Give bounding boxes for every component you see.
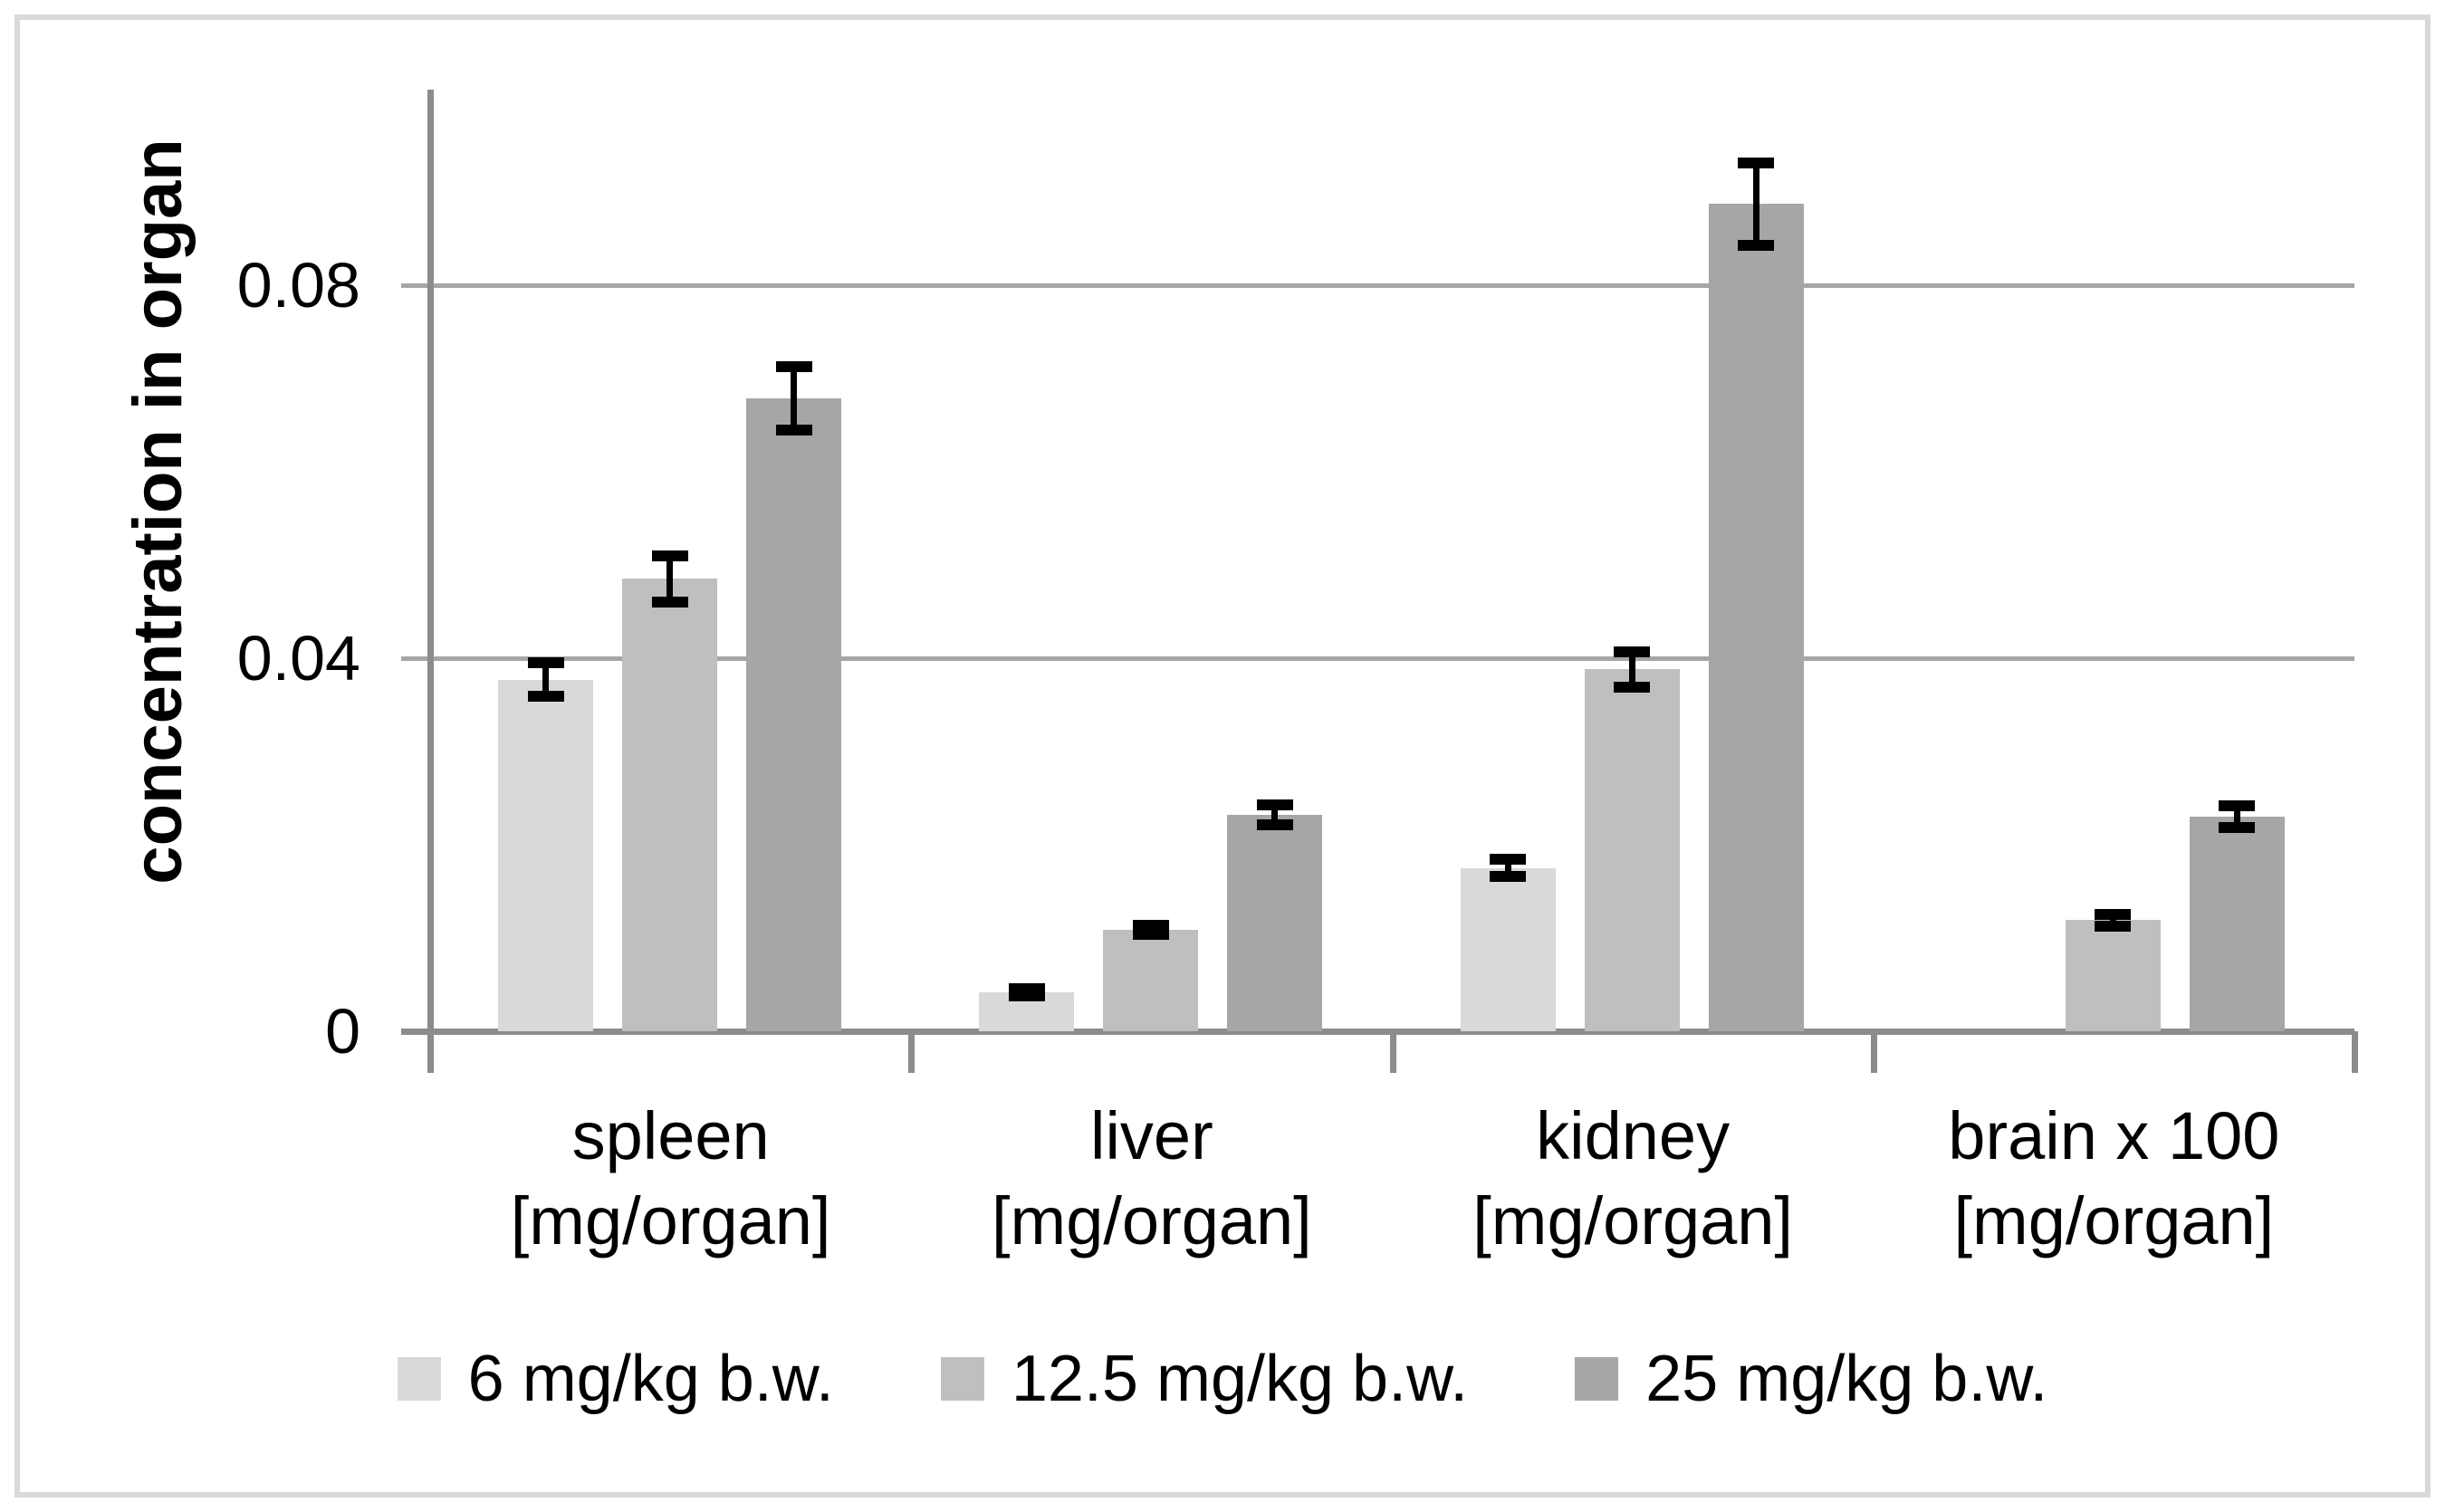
category-unit-label: [mg/organ] [992, 1183, 1312, 1258]
error-bar-cap [1490, 854, 1526, 866]
bar-12-5-mg-kg-b-w- [1584, 669, 1680, 1031]
error-bar-cap [1738, 239, 1774, 251]
bar-6-mg-kg-b-w- [1460, 867, 1556, 1031]
category-unit-label: [mg/organ] [1472, 1183, 1793, 1258]
x-axis-line [401, 1029, 2354, 1035]
legend-swatch [1575, 1357, 1619, 1401]
category-unit-label: [mg/organ] [1953, 1183, 2275, 1258]
legend-item: 6 mg/kg b.w. [397, 1343, 834, 1415]
y-tick-label: 0.08 [236, 250, 360, 321]
error-bar-cap [1256, 799, 1293, 810]
bar-12-5-mg-kg-b-w- [2065, 920, 2161, 1031]
error-bar [1504, 859, 1511, 876]
legend-item: 12.5 mg/kg b.w. [940, 1343, 1469, 1415]
error-bar-cap [527, 691, 564, 703]
error-bar-cap [1132, 928, 1169, 940]
category-label: spleen [571, 1098, 770, 1173]
bar-25-mg-kg-b-w- [746, 397, 841, 1031]
x-axis-tick [2352, 1031, 2358, 1073]
error-bar-cap [1738, 158, 1774, 169]
error-bar-cap [775, 360, 812, 372]
error-bar [666, 555, 673, 603]
y-tick-label: 0 [325, 996, 360, 1067]
category-label: kidney [1536, 1098, 1731, 1173]
error-bar-cap [1490, 871, 1526, 883]
category-unit-label: [mg/organ] [510, 1183, 831, 1258]
figure-border [14, 14, 2431, 1498]
error-bar [791, 366, 797, 430]
legend-label: 25 mg/kg b.w. [1645, 1343, 2048, 1415]
legend-label: 6 mg/kg b.w. [467, 1343, 834, 1415]
bar-25-mg-kg-b-w- [1227, 815, 1323, 1031]
error-bar-cap [2095, 920, 2132, 932]
error-bar [542, 663, 549, 697]
bar-12-5-mg-kg-b-w- [622, 579, 717, 1031]
x-axis-tick [1870, 1031, 1877, 1073]
legend: 6 mg/kg b.w. 12.5 mg/kg b.w. 25 mg/kg b.w. [0, 1338, 2445, 1420]
legend-swatch [397, 1357, 441, 1401]
legend-swatch [940, 1357, 984, 1401]
x-axis-tick [908, 1031, 916, 1073]
error-bar-cap [1256, 819, 1293, 831]
error-bar-cap [651, 597, 688, 608]
error-bar [1628, 651, 1635, 687]
bar-25-mg-kg-b-w- [1708, 204, 1804, 1031]
bar-6-mg-kg-b-w- [498, 679, 593, 1031]
y-tick-label: 0.04 [236, 623, 360, 694]
error-bar-cap [1614, 681, 1650, 693]
error-bar-cap [2219, 822, 2256, 834]
bar-25-mg-kg-b-w- [2189, 817, 2285, 1031]
error-bar-cap [651, 550, 688, 561]
error-bar-cap [2219, 799, 2256, 811]
error-bar [2109, 914, 2116, 926]
error-bar [1752, 163, 1759, 245]
error-bar-cap [527, 657, 564, 669]
y-axis-line [427, 90, 434, 1073]
error-bar [2233, 805, 2240, 828]
error-bar-cap [775, 424, 812, 435]
gridline [401, 283, 2354, 288]
gridline [401, 656, 2354, 661]
bar-12-5-mg-kg-b-w- [1103, 929, 1199, 1031]
x-axis-tick [1389, 1031, 1396, 1073]
error-bar-cap [2095, 909, 2132, 921]
error-bar-cap [1614, 646, 1650, 657]
legend-label: 12.5 mg/kg b.w. [1011, 1343, 1469, 1415]
category-label: liver [1090, 1098, 1213, 1173]
category-label: brain x 100 [1948, 1098, 2280, 1173]
error-bar-cap [1008, 990, 1045, 1001]
error-bar [1271, 804, 1279, 826]
legend-item: 25 mg/kg b.w. [1575, 1346, 2047, 1412]
error-bar-cap [1132, 919, 1169, 931]
